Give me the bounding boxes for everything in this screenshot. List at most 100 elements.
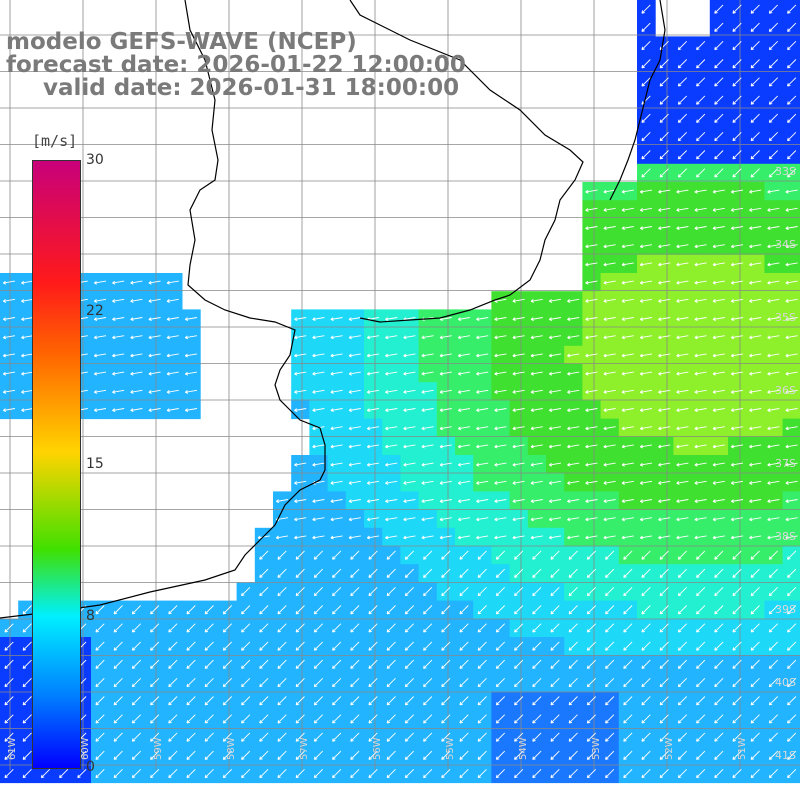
- wind-arrow: [658, 389, 671, 394]
- wind-arrow: [750, 168, 760, 178]
- wind-arrow: [332, 586, 342, 597]
- wind-arrow: [658, 244, 671, 249]
- wind-arrow: [457, 317, 471, 322]
- wind-arrow: [459, 659, 469, 669]
- wind-arrow: [750, 77, 760, 87]
- wind-arrow: [441, 768, 451, 779]
- wind-arrow: [603, 244, 616, 249]
- wind-arrow: [423, 568, 433, 578]
- wind-arrow: [767, 353, 780, 358]
- wind-arrow: [567, 371, 580, 376]
- wind-arrow: [694, 226, 707, 231]
- wind-arrow: [712, 335, 725, 340]
- wind-arrow: [113, 677, 123, 688]
- wind-arrow: [421, 499, 434, 504]
- wind-arrow: [696, 714, 706, 724]
- wind-arrow: [659, 714, 669, 724]
- wind-arrow: [586, 659, 597, 669]
- wind-arrow: [514, 768, 524, 779]
- wind-arrow: [676, 444, 689, 449]
- wind-arrow: [494, 317, 507, 322]
- wind-arrow: [184, 389, 198, 394]
- wind-arrow: [93, 389, 107, 394]
- wind-arrow: [730, 371, 744, 376]
- wind-arrow: [368, 768, 378, 779]
- wind-arrow: [621, 389, 634, 394]
- wind-arrow: [366, 353, 380, 358]
- wind-arrow: [477, 586, 487, 597]
- wind-arrow: [785, 317, 798, 322]
- wind-arrow: [22, 732, 32, 742]
- wind-arrow: [222, 732, 233, 742]
- wind-arrow: [241, 659, 251, 669]
- wind-arrow: [677, 59, 688, 69]
- wind-arrow: [785, 353, 798, 358]
- wind-arrow: [750, 22, 760, 32]
- wind-arrow: [113, 659, 123, 669]
- wind-arrow: [749, 371, 762, 376]
- wind-arrow: [767, 189, 780, 194]
- wind-arrow: [767, 408, 780, 413]
- wind-arrow: [294, 335, 307, 340]
- wind-arrow: [749, 298, 762, 303]
- wind-arrow: [641, 677, 651, 688]
- wind-arrow: [621, 444, 634, 449]
- wind-arrow: [767, 371, 780, 376]
- wind-arrow: [131, 732, 142, 742]
- wind-arrow: [730, 480, 744, 485]
- wind-arrow: [568, 750, 578, 760]
- wind-arrow: [241, 696, 251, 706]
- wind-arrow: [476, 426, 489, 431]
- wind-arrow: [404, 659, 415, 669]
- wind-arrow: [2, 371, 16, 376]
- wind-arrow: [457, 408, 471, 413]
- wind-arrow: [785, 444, 798, 449]
- wind-arrow: [676, 335, 689, 340]
- wind-arrow: [621, 353, 634, 358]
- wind-arrow: [168, 714, 178, 724]
- wind-arrow: [585, 317, 598, 322]
- wind-arrow: [712, 280, 725, 285]
- wind-arrow: [696, 750, 706, 760]
- wind-arrow: [93, 280, 107, 285]
- wind-arrow: [459, 696, 469, 706]
- wind-arrow: [550, 696, 560, 706]
- wind-arrow: [641, 150, 651, 160]
- wind-arrow: [730, 317, 744, 322]
- wind-arrow: [732, 605, 742, 615]
- wind-arrow: [330, 444, 343, 449]
- wind-arrow: [658, 517, 671, 522]
- wind-arrow: [623, 677, 633, 688]
- wind-arrow: [512, 317, 525, 322]
- wind-arrow: [532, 750, 542, 760]
- wind-arrow: [4, 659, 14, 669]
- wind-arrow: [366, 462, 380, 467]
- wind-arrow: [659, 150, 669, 160]
- wind-arrow: [659, 586, 669, 597]
- wind-arrow: [150, 677, 160, 688]
- wind-arrow: [605, 732, 615, 742]
- wind-arrow: [787, 95, 797, 105]
- wind-arrow: [95, 641, 105, 651]
- wind-arrow: [150, 768, 160, 779]
- wind-arrow: [259, 768, 269, 779]
- wind-arrow: [768, 623, 779, 633]
- wind-arrow: [676, 499, 689, 504]
- wind-arrow: [768, 568, 779, 578]
- wind-arrow: [621, 280, 634, 285]
- wind-arrow: [404, 677, 415, 688]
- wind-arrow: [749, 480, 762, 485]
- wind-arrow: [385, 517, 398, 522]
- wind-arrow: [222, 641, 233, 651]
- wind-arrow: [694, 262, 707, 267]
- wind-arrow: [131, 605, 142, 615]
- wind-arrow: [694, 371, 707, 376]
- wind-arrow: [586, 586, 597, 597]
- wind-arrow: [423, 677, 433, 688]
- wind-arrow: [712, 535, 725, 540]
- wind-arrow: [350, 568, 360, 578]
- colorbar-unit: [m/s]: [32, 132, 78, 150]
- wind-arrow: [259, 696, 269, 706]
- wind-arrow: [423, 641, 433, 651]
- wind-arrow: [21, 389, 34, 394]
